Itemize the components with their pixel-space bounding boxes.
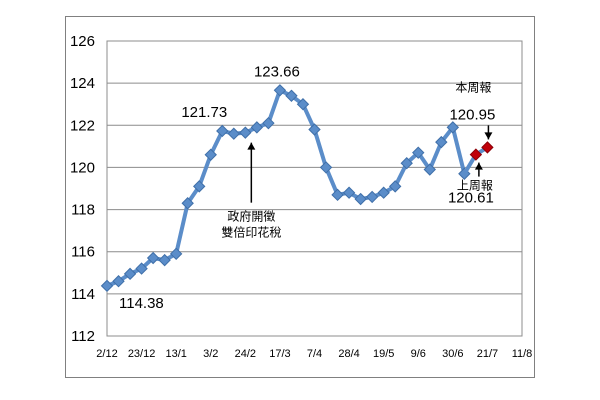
data-point xyxy=(239,126,252,139)
data-point xyxy=(377,186,390,199)
y-tick-label: 126 xyxy=(70,33,95,50)
x-tick-label: 17/3 xyxy=(269,348,290,360)
x-tick-label: 3/2 xyxy=(203,348,218,360)
data-point xyxy=(100,279,114,293)
y-tick-label: 112 xyxy=(71,328,95,345)
chart-frame xyxy=(65,16,535,378)
y-tick-label: 120 xyxy=(70,159,95,176)
x-tick-label: 21/7 xyxy=(477,348,498,360)
x-tick-label: 9/6 xyxy=(411,348,426,360)
data-point xyxy=(469,148,483,161)
x-tick-label: 7/4 xyxy=(307,348,322,360)
data-point xyxy=(273,84,287,97)
y-tick-label: 122 xyxy=(70,117,95,134)
data-label: 123.66 xyxy=(254,63,300,80)
x-tick-label: 13/1 xyxy=(165,348,186,360)
data-point xyxy=(227,127,241,140)
data-point xyxy=(412,146,425,159)
annotation-arrow-head xyxy=(474,162,483,170)
data-point xyxy=(169,247,183,261)
plot-area xyxy=(106,40,523,337)
data-point xyxy=(365,190,379,204)
data-label: 121.73 xyxy=(181,104,227,121)
data-point xyxy=(262,116,275,130)
data-point xyxy=(123,267,137,281)
x-tick-label: 11/8 xyxy=(512,348,533,360)
annotation-arrow-head xyxy=(484,132,493,140)
data-point xyxy=(158,253,171,267)
series-line xyxy=(106,88,467,288)
data-point xyxy=(181,197,194,210)
annotation-text: 上周報 xyxy=(457,179,493,193)
data-point xyxy=(331,188,344,202)
y-tick-label: 124 xyxy=(70,75,95,92)
data-point xyxy=(250,121,264,134)
data-point xyxy=(435,135,448,149)
data-point xyxy=(193,180,206,193)
data-point xyxy=(112,275,125,288)
data-label: 120.95 xyxy=(449,106,495,123)
x-tick-label: 24/2 xyxy=(235,348,256,360)
data-point xyxy=(400,157,413,170)
data-point xyxy=(423,163,436,176)
data-label: 120.61 xyxy=(448,190,494,207)
data-point xyxy=(342,186,356,199)
data-point xyxy=(354,192,367,206)
data-point xyxy=(204,148,217,161)
y-tick-label: 118 xyxy=(71,202,95,219)
data-point xyxy=(135,262,148,275)
data-point xyxy=(481,141,494,154)
data-point xyxy=(216,124,229,138)
annotation-arrow-head xyxy=(247,142,256,150)
annotation-text: 雙倍印花稅 xyxy=(221,225,281,240)
data-point xyxy=(146,251,160,265)
y-tick-label: 116 xyxy=(71,244,95,261)
annotation-text: 本周報 xyxy=(455,80,491,94)
data-point xyxy=(296,98,310,111)
data-point xyxy=(446,121,460,134)
data-point xyxy=(388,180,402,193)
data-point xyxy=(308,123,321,136)
data-point xyxy=(319,161,333,174)
x-tick-label: 28/4 xyxy=(338,348,359,360)
annotation-text: 政府開徵 xyxy=(227,209,275,224)
y-tick-label: 114 xyxy=(71,286,95,303)
x-tick-label: 19/5 xyxy=(373,348,394,360)
x-tick-label: 23/12 xyxy=(128,348,156,360)
data-label: 114.38 xyxy=(119,295,164,312)
x-tick-label: 30/6 xyxy=(442,348,463,360)
x-tick-label: 2/12 xyxy=(96,348,117,360)
data-point xyxy=(285,89,298,102)
